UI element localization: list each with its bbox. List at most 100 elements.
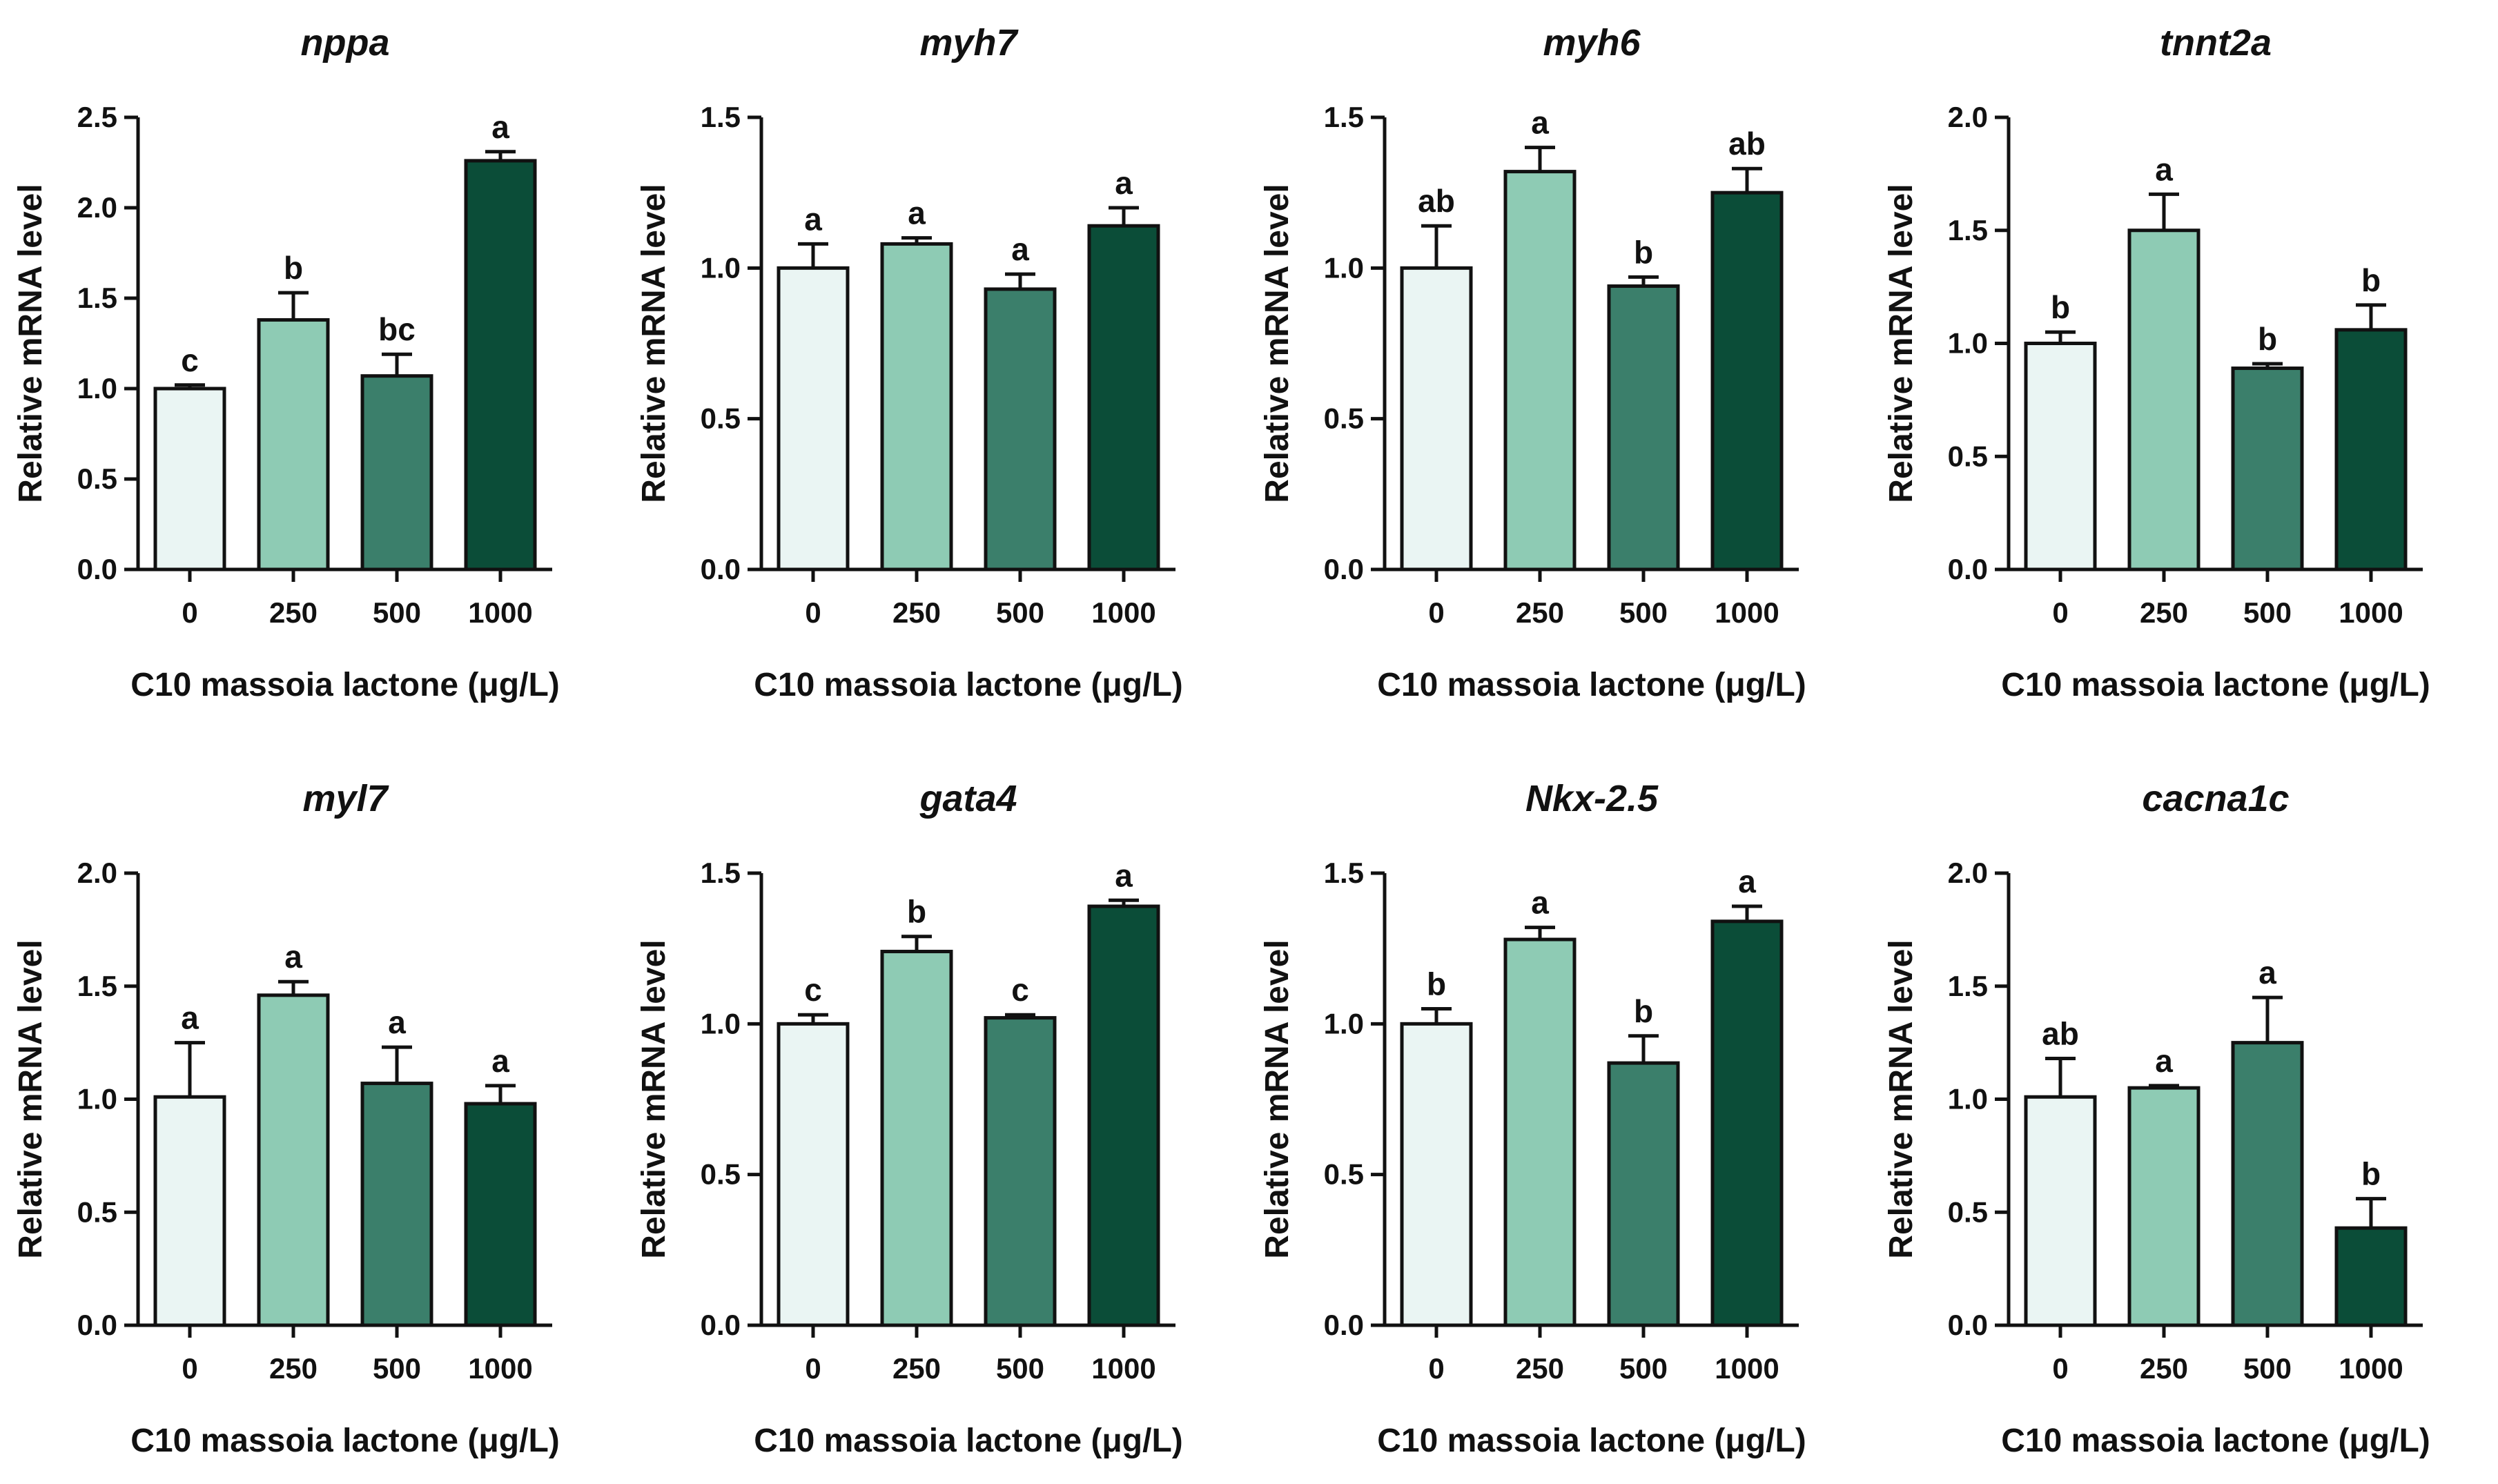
bar-1000: [2334, 328, 2408, 572]
bar-250: [1503, 170, 1577, 572]
y-tick-label: 2.5: [77, 101, 117, 133]
significance-letter: b: [2051, 289, 2070, 325]
y-tick-label: 1.5: [701, 101, 741, 133]
significance-letter: b: [1634, 993, 1653, 1029]
significance-letter: a: [1738, 863, 1756, 899]
bar-0: [777, 1022, 850, 1327]
bar-500: [2231, 367, 2304, 572]
x-tick-label: 1000: [2339, 596, 2403, 629]
x-tick-label: 1000: [2339, 1352, 2403, 1385]
bar-250: [2127, 1086, 2201, 1327]
y-tick-label: 0.0: [77, 553, 117, 585]
chart-panel-nkx-2-5: Nkx-2.5 0.0 0.5 1.0 1.5 Relative mRNA level b 0…: [1259, 778, 1806, 1459]
bar-250: [1503, 937, 1577, 1327]
significance-letter: bc: [378, 311, 416, 347]
bar-0: [153, 1095, 226, 1327]
bar-500: [1607, 1061, 1680, 1327]
significance-letter: a: [388, 1004, 406, 1040]
y-tick-label: 1.5: [77, 970, 117, 1002]
bar-1000: [1087, 904, 1160, 1327]
bar-1000: [1087, 224, 1160, 572]
chart-title: gata4: [919, 778, 1017, 819]
significance-letter: a: [2155, 151, 2173, 187]
y-axis-label: Relative mRNA level: [1883, 184, 1920, 502]
bar-1000: [464, 1102, 537, 1327]
significance-letter: a: [804, 201, 822, 237]
significance-letter: ab: [2042, 1016, 2079, 1052]
y-tick-label: 1.5: [1324, 101, 1364, 133]
significance-letter: b: [284, 250, 303, 286]
x-tick-label: 250: [2140, 1352, 2188, 1385]
x-tick-label: 0: [805, 1352, 821, 1385]
y-tick-label: 1.5: [77, 282, 117, 314]
bar-500: [2231, 1041, 2304, 1327]
y-tick-label: 0.0: [1324, 553, 1364, 585]
y-tick-label: 1.0: [1948, 327, 1988, 360]
chart-panel-cacna1c: cacna1c 0.0 0.5 1.0 1.5 2.0 Relative mRNA leve…: [1883, 778, 2430, 1459]
y-tick-label: 0.5: [1948, 1195, 1988, 1228]
y-tick-label: 0.0: [77, 1309, 117, 1341]
y-tick-label: 1.0: [1948, 1083, 1988, 1115]
chart-title: Nkx-2.5: [1525, 778, 1659, 819]
y-tick-label: 1.5: [1324, 857, 1364, 889]
y-tick-label: 0.5: [77, 462, 117, 495]
x-axis-label: C10 massoia lactone (μg/L): [754, 667, 1183, 703]
bar-250: [257, 318, 330, 572]
significance-letter: b: [907, 894, 926, 930]
significance-letter: c: [1011, 972, 1029, 1008]
bar-500: [360, 1082, 433, 1327]
y-tick-label: 2.0: [77, 191, 117, 224]
y-axis-label: Relative mRNA level: [636, 184, 672, 502]
bar-250: [257, 993, 330, 1327]
significance-letter: a: [908, 195, 926, 231]
x-axis-label: C10 massoia lactone (μg/L): [2001, 667, 2430, 703]
y-axis-label: Relative mRNA level: [12, 939, 49, 1258]
bar-0: [1400, 266, 1473, 572]
x-tick-label: 500: [373, 1352, 421, 1385]
y-tick-label: 0.0: [1948, 553, 1988, 585]
y-tick-label: 1.0: [701, 251, 741, 284]
bar-0: [2024, 1095, 2097, 1327]
y-tick-label: 0.0: [701, 1309, 741, 1341]
y-axis-label: Relative mRNA level: [1259, 939, 1296, 1258]
x-tick-label: 250: [1516, 596, 1564, 629]
x-tick-label: 500: [2243, 596, 2292, 629]
significance-letter: a: [2258, 955, 2276, 990]
significance-letter: ab: [1418, 183, 1455, 219]
x-tick-label: 500: [373, 596, 421, 629]
y-tick-label: 2.0: [1948, 101, 1988, 133]
significance-letter: a: [1115, 165, 1133, 201]
y-tick-label: 0.0: [1324, 1309, 1364, 1341]
bar-500: [984, 1016, 1057, 1327]
y-tick-label: 0.5: [701, 1158, 741, 1191]
significance-letter: c: [804, 972, 822, 1008]
x-axis-label: C10 massoia lactone (μg/L): [1377, 1423, 1806, 1459]
x-tick-label: 1000: [468, 596, 532, 629]
y-tick-label: 0.5: [701, 402, 741, 435]
chart-panel-myh7: myh7 0.0 0.5 1.0 1.5 Relative mRNA level a 0 a 25…: [636, 22, 1183, 703]
bar-0: [153, 387, 226, 572]
significance-letter: b: [2361, 1156, 2381, 1192]
y-tick-label: 1.0: [77, 372, 117, 404]
significance-letter: a: [284, 939, 302, 975]
x-axis-label: C10 massoia lactone (μg/L): [130, 1423, 560, 1459]
y-axis-label: Relative mRNA level: [636, 939, 672, 1258]
x-tick-label: 1000: [468, 1352, 532, 1385]
x-tick-label: 0: [1428, 596, 1444, 629]
bar-250: [2127, 228, 2201, 572]
chart-title: tnnt2a: [2160, 22, 2272, 64]
chart-panel-nppa: nppa 0.0 0.5 1.0 1.5 2.0 2.5 Relative mRNA leve…: [12, 22, 560, 703]
y-axis-label: Relative mRNA level: [1259, 184, 1296, 502]
significance-letter: ab: [1728, 126, 1766, 162]
x-tick-label: 0: [182, 1352, 197, 1385]
significance-letter: a: [1531, 105, 1549, 141]
x-tick-label: 250: [1516, 1352, 1564, 1385]
x-tick-label: 250: [892, 596, 941, 629]
x-tick-label: 500: [996, 1352, 1044, 1385]
significance-letter: b: [1634, 234, 1653, 270]
chart-title: cacna1c: [2142, 778, 2289, 819]
chart-title: myl7: [302, 778, 389, 819]
x-axis-label: C10 massoia lactone (μg/L): [1377, 667, 1806, 703]
significance-letter: b: [2258, 321, 2277, 357]
